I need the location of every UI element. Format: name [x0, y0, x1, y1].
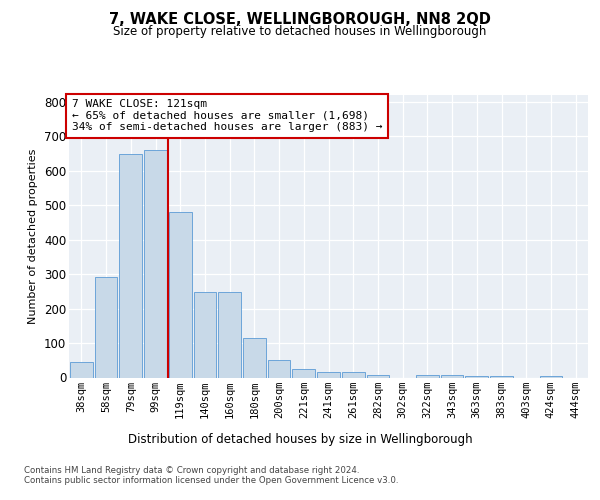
Bar [342, 372, 365, 378]
Bar [416, 374, 439, 378]
Text: Contains HM Land Registry data © Crown copyright and database right 2024.: Contains HM Land Registry data © Crown c… [24, 466, 359, 475]
Text: 7, WAKE CLOSE, WELLINGBOROUGH, NN8 2QD: 7, WAKE CLOSE, WELLINGBOROUGH, NN8 2QD [109, 12, 491, 28]
Bar [218, 292, 241, 378]
Bar [119, 154, 142, 378]
Bar [268, 360, 290, 378]
Bar [539, 376, 562, 378]
Bar [441, 374, 463, 378]
Bar [194, 292, 216, 378]
Y-axis label: Number of detached properties: Number of detached properties [28, 148, 38, 324]
Bar [169, 212, 191, 378]
Bar [367, 374, 389, 378]
Bar [490, 376, 513, 378]
Text: Distribution of detached houses by size in Wellingborough: Distribution of detached houses by size … [128, 432, 472, 446]
Bar [144, 150, 167, 378]
Bar [317, 372, 340, 378]
Bar [466, 376, 488, 378]
Text: 7 WAKE CLOSE: 121sqm
← 65% of detached houses are smaller (1,698)
34% of semi-de: 7 WAKE CLOSE: 121sqm ← 65% of detached h… [71, 99, 382, 132]
Bar [243, 338, 266, 378]
Bar [95, 277, 118, 378]
Bar [70, 362, 93, 378]
Bar [292, 369, 315, 378]
Text: Size of property relative to detached houses in Wellingborough: Size of property relative to detached ho… [113, 25, 487, 38]
Text: Contains public sector information licensed under the Open Government Licence v3: Contains public sector information licen… [24, 476, 398, 485]
